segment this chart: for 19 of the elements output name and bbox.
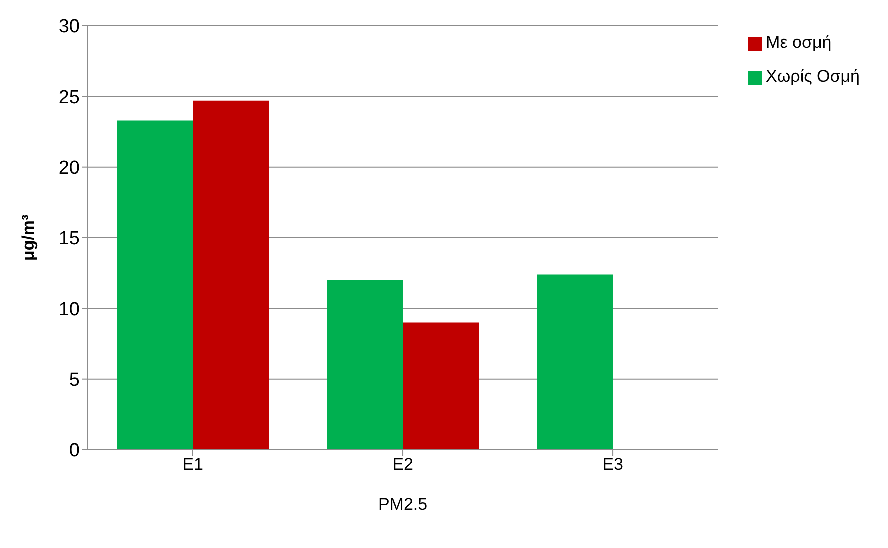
legend-label: Με οσμή — [766, 33, 832, 52]
bar — [403, 322, 480, 450]
y-tick-label: 25 — [58, 87, 80, 108]
bar — [117, 120, 194, 450]
y-tick-label: 5 — [69, 370, 80, 392]
bar — [537, 274, 614, 450]
y-tick-label: 15 — [58, 228, 80, 250]
x-tick-label: E2 — [392, 455, 414, 474]
bar — [193, 100, 270, 450]
legend-label: Χωρίς Οσμή — [766, 67, 860, 86]
y-axis-title: μg/m³ — [19, 214, 38, 262]
y-tick-label: 30 — [58, 16, 80, 38]
x-tick-label: E3 — [602, 455, 624, 474]
x-axis-title: PM2.5 — [378, 495, 428, 514]
y-tick-label: 0 — [69, 440, 80, 462]
y-tick-label: 10 — [58, 299, 80, 320]
y-tick-label: 20 — [58, 158, 80, 180]
x-tick-label: E1 — [182, 455, 204, 474]
bar — [327, 280, 404, 450]
